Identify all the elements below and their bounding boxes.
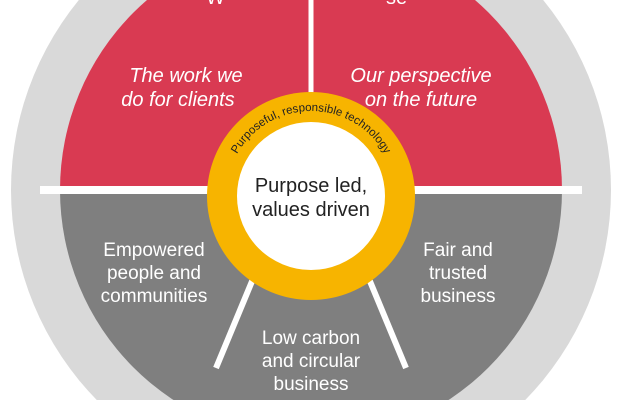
segment-top-left-line-1: The work we — [129, 65, 242, 87]
segment-bottom-center-line-2: and circular — [262, 351, 361, 372]
center-circle — [237, 122, 385, 270]
segment-bottom-right-line-3: business — [421, 286, 496, 307]
segment-top-right-line-2: on the future — [365, 89, 477, 111]
segment-top-right-line-1: Our perspective — [350, 65, 491, 87]
segment-bottom-left-line-3: communities — [101, 286, 208, 307]
segment-bottom-left-line-2: people and — [107, 263, 201, 284]
segment-bottom-right-line-2: trusted — [429, 263, 487, 284]
center-line-1: Purpose led, — [255, 175, 367, 197]
segment-bottom-center-line-1: Low carbon — [262, 328, 360, 349]
segment-bottom-right-line-1: Fair and — [423, 240, 493, 261]
segment-bottom-left-line-1: Empowered — [103, 240, 204, 261]
segment-bottom-center-line-3: business — [274, 374, 349, 395]
top-fragment-right: se — [386, 0, 407, 9]
top-fragment-left: W — [206, 0, 225, 9]
segment-top-left-line-2: do for clients — [121, 89, 234, 111]
center-line-2: values driven — [252, 199, 370, 221]
